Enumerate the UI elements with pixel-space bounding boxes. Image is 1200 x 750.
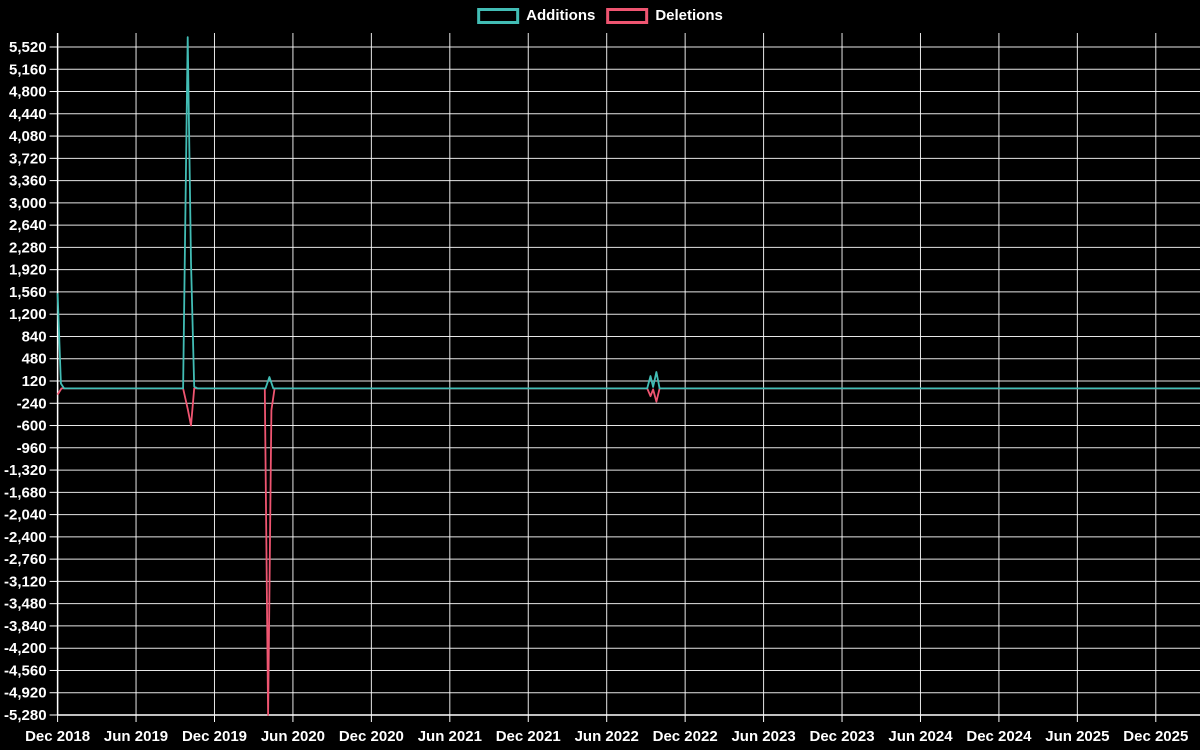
x-tick-label: Jun 2025 [1045, 728, 1109, 745]
y-tick-label: -3,120 [4, 573, 47, 590]
x-tick-label: Dec 2025 [1123, 728, 1188, 745]
y-tick-label: 2,280 [9, 239, 47, 256]
x-tick-label: Jun 2019 [104, 728, 168, 745]
y-tick-label: -1,320 [4, 462, 47, 479]
x-tick-label: Jun 2020 [261, 728, 325, 745]
deletions-swatch-icon [606, 8, 649, 24]
x-tick-label: Jun 2021 [418, 728, 482, 745]
x-tick-label: Dec 2024 [966, 728, 1032, 745]
x-tick-label: Jun 2024 [888, 728, 953, 745]
additions-swatch-icon [477, 8, 520, 24]
y-tick-label: 1,560 [9, 284, 47, 301]
x-tick-label: Dec 2020 [339, 728, 404, 745]
x-tick-label: Dec 2023 [809, 728, 874, 745]
y-tick-label: -3,480 [4, 596, 47, 613]
y-tick-label: -4,200 [4, 640, 47, 657]
y-tick-label: -960 [17, 440, 47, 457]
y-tick-label: 120 [22, 373, 47, 390]
y-tick-label: -1,680 [4, 484, 47, 501]
x-tick-label: Jun 2022 [575, 728, 639, 745]
legend-item-additions[interactable]: Additions [477, 8, 595, 24]
deletions-legend-label: Deletions [655, 7, 723, 24]
y-tick-label: -3,840 [4, 618, 47, 635]
x-tick-label: Dec 2018 [25, 728, 90, 745]
additions-legend-label: Additions [526, 7, 596, 24]
y-tick-label: -5,280 [4, 707, 47, 724]
y-tick-label: -4,920 [4, 685, 47, 702]
y-tick-label: 3,720 [9, 150, 47, 167]
y-tick-label: 480 [22, 351, 47, 368]
y-tick-label: 1,200 [9, 306, 47, 323]
y-tick-label: 4,080 [9, 128, 47, 145]
y-tick-label: -4,560 [4, 662, 47, 679]
legend-item-deletions[interactable]: Deletions [606, 8, 723, 24]
chart-legend: Additions Deletions [477, 8, 723, 24]
x-tick-label: Dec 2022 [653, 728, 718, 745]
y-tick-label: 3,000 [9, 195, 47, 212]
y-tick-label: 5,520 [9, 39, 47, 56]
y-tick-label: 1,920 [9, 262, 47, 279]
y-tick-label: 840 [22, 328, 47, 345]
series-line-deletions[interactable] [56, 387, 1200, 716]
y-tick-label: 4,440 [9, 106, 47, 123]
x-tick-label: Jun 2023 [731, 728, 795, 745]
y-tick-label: -600 [17, 418, 47, 435]
y-tick-label: 5,160 [9, 61, 47, 78]
y-tick-label: 2,640 [9, 217, 47, 234]
y-tick-label: -2,040 [4, 507, 47, 524]
y-tick-label: -2,400 [4, 529, 47, 546]
x-tick-label: Dec 2021 [496, 728, 561, 745]
y-tick-label: 3,360 [9, 173, 47, 190]
y-tick-label: -240 [17, 395, 47, 412]
series-line-additions[interactable] [56, 36, 1200, 390]
y-tick-label: -2,760 [4, 551, 47, 568]
y-tick-label: 4,800 [9, 84, 47, 101]
x-tick-label: Dec 2019 [182, 728, 247, 745]
